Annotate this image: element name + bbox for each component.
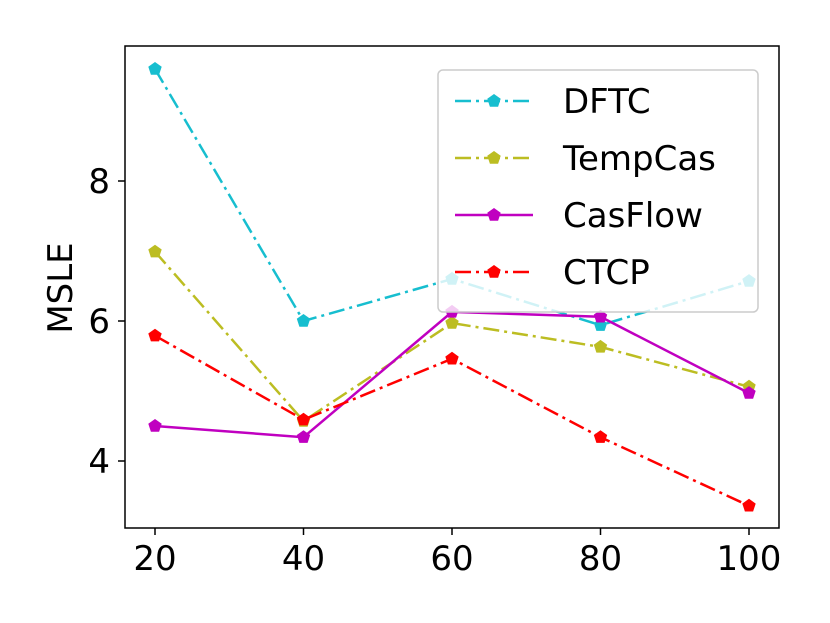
y-axis-label: MSLE [41,242,81,333]
data-point [296,430,311,443]
series-ctcp [148,328,756,512]
legend: DFTC TempCas CasFlow CTCP [437,69,759,313]
legend-marker [487,265,501,278]
x-tick-label: 60 [430,539,473,579]
x-tick-label: 40 [282,539,325,579]
data-point [445,351,459,365]
x-tick-label: 20 [133,539,176,579]
data-point [445,316,459,329]
series-line [154,310,750,439]
legend-label: DFTC [563,82,651,122]
data-point [593,339,608,353]
legend-box [437,69,759,313]
legend-entry: CTCP [455,253,650,293]
legend-marker [487,151,501,164]
legend-label: TempCas [562,139,716,179]
x-tick-label: 100 [717,539,782,579]
legend-entry: TempCas [455,139,716,179]
data-point [148,244,162,258]
data-point [296,314,311,327]
legend-entry: CasFlow [455,196,703,236]
data-point [148,62,162,75]
data-point [148,419,162,432]
y-axis: 4 6 8 [88,162,125,482]
y-tick-label: 8 [88,162,110,202]
data-point [593,430,608,443]
data-point [148,328,162,342]
legend-marker [487,208,501,221]
data-point [742,498,756,512]
x-axis: 20 40 60 80 100 [133,528,781,579]
y-tick-label: 6 [88,302,110,342]
data-point [742,386,756,399]
data-point [296,412,311,426]
legend-label: CasFlow [563,196,703,236]
series-line [154,250,750,423]
legend-entry: DFTC [455,82,651,122]
y-tick-label: 4 [88,442,110,482]
legend-label: CTCP [563,253,650,293]
x-tick-label: 80 [579,539,622,579]
legend-marker [487,94,501,107]
data-point [593,309,608,323]
